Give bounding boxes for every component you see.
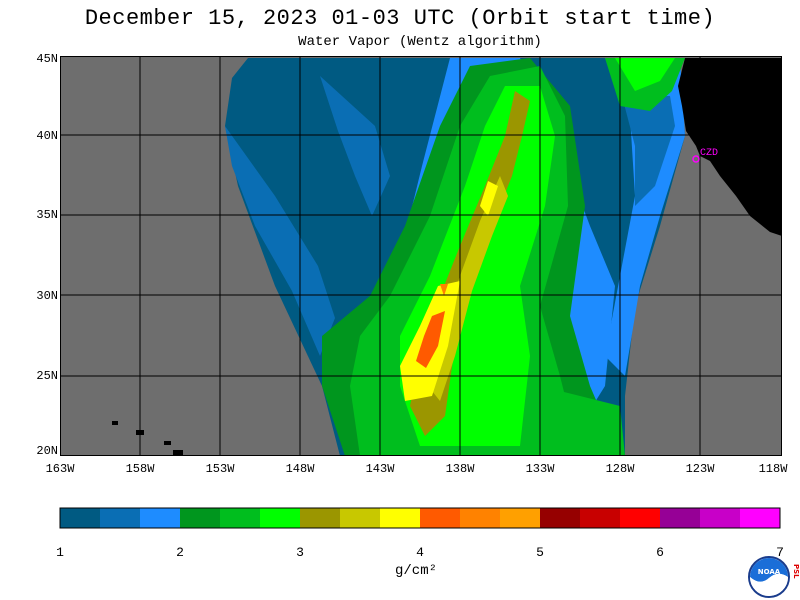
colorbar-swatch: [620, 508, 661, 528]
colorbar-border: [59, 507, 781, 529]
colorbar-swatch: [100, 508, 141, 528]
colorbar-label-1: 1: [56, 545, 64, 560]
swath-blue-band-west: [225, 126, 335, 356]
colorbar-swatch: [380, 508, 421, 528]
lat-label-45n: 45N: [36, 52, 58, 66]
colorbar-swatch: [660, 508, 701, 528]
lon-label-153w: 153W: [205, 462, 235, 476]
lat-label-20n: 20N: [36, 444, 58, 458]
swath-blue-band-northwest: [320, 76, 390, 216]
graticule: [60, 56, 782, 456]
station-label: CZD: [700, 148, 718, 159]
swath-blue-far-east: [622, 96, 675, 206]
lat-label-25n: 25N: [36, 369, 58, 383]
colorbar: [59, 507, 781, 529]
swath-green-east-bright: [615, 58, 675, 91]
land-hawaii-kauai: [112, 421, 118, 425]
lon-label-143w: 143W: [365, 462, 395, 476]
colorbar-swatch: [60, 508, 101, 528]
swath-orange-core: [416, 311, 445, 368]
colorbar-label-4: 4: [416, 545, 424, 560]
lon-label-148w: 148W: [285, 462, 315, 476]
colorbar-label-5: 5: [536, 545, 544, 560]
colorbar-swatch: [740, 508, 781, 528]
lat-label-30n: 30N: [36, 289, 58, 303]
colorbar-swatch: [340, 508, 381, 528]
land-hawaii-maui: [164, 441, 171, 445]
land-north-america: [678, 58, 782, 236]
lat-label-40n: 40N: [36, 129, 58, 143]
lat-label-35n: 35N: [36, 208, 58, 222]
colorbar-swatch: [180, 508, 221, 528]
noaa-logo-icon: NOAA: [748, 556, 790, 598]
water-vapor-map: CZD: [60, 56, 782, 456]
colorbar-label-7: 7: [776, 545, 784, 560]
psl-logo-text: PSL: [792, 564, 800, 579]
colorbar-label-2: 2: [176, 545, 184, 560]
swath-green-southeast: [540, 386, 625, 456]
map-title: December 15, 2023 01-03 UTC (Orbit start…: [84, 6, 716, 31]
colorbar-units: g/cm²: [395, 563, 438, 579]
lon-label-163w: 163W: [45, 462, 75, 476]
land-hawaii-big-island: [173, 450, 183, 456]
colorbar-swatch: [580, 508, 621, 528]
lon-label-133w: 133W: [525, 462, 555, 476]
lon-label-123w: 123W: [685, 462, 715, 476]
colorbar-swatch: [220, 508, 261, 528]
colorbar-swatch: [460, 508, 501, 528]
logo-text: NOAA: [758, 568, 781, 576]
colorbar-swatch: [300, 508, 341, 528]
swath-yellow-north: [480, 181, 498, 216]
colorbar-swatch: [260, 508, 301, 528]
lon-label-158w: 158W: [125, 462, 155, 476]
station-marker: [692, 155, 700, 163]
colorbar-swatch: [140, 508, 181, 528]
colorbar-swatch: [540, 508, 581, 528]
colorbar-label-6: 6: [656, 545, 664, 560]
map-subtitle: Water Vapor (Wentz algorithm): [298, 34, 542, 50]
lon-label-118w: 118W: [758, 462, 788, 476]
swath-orange-spot: [440, 284, 448, 296]
lon-label-138w: 138W: [445, 462, 475, 476]
colorbar-swatch: [420, 508, 461, 528]
lon-label-128w: 128W: [605, 462, 635, 476]
colorbar-swatch: [500, 508, 541, 528]
colorbar-swatch: [700, 508, 741, 528]
colorbar-label-3: 3: [296, 545, 304, 560]
